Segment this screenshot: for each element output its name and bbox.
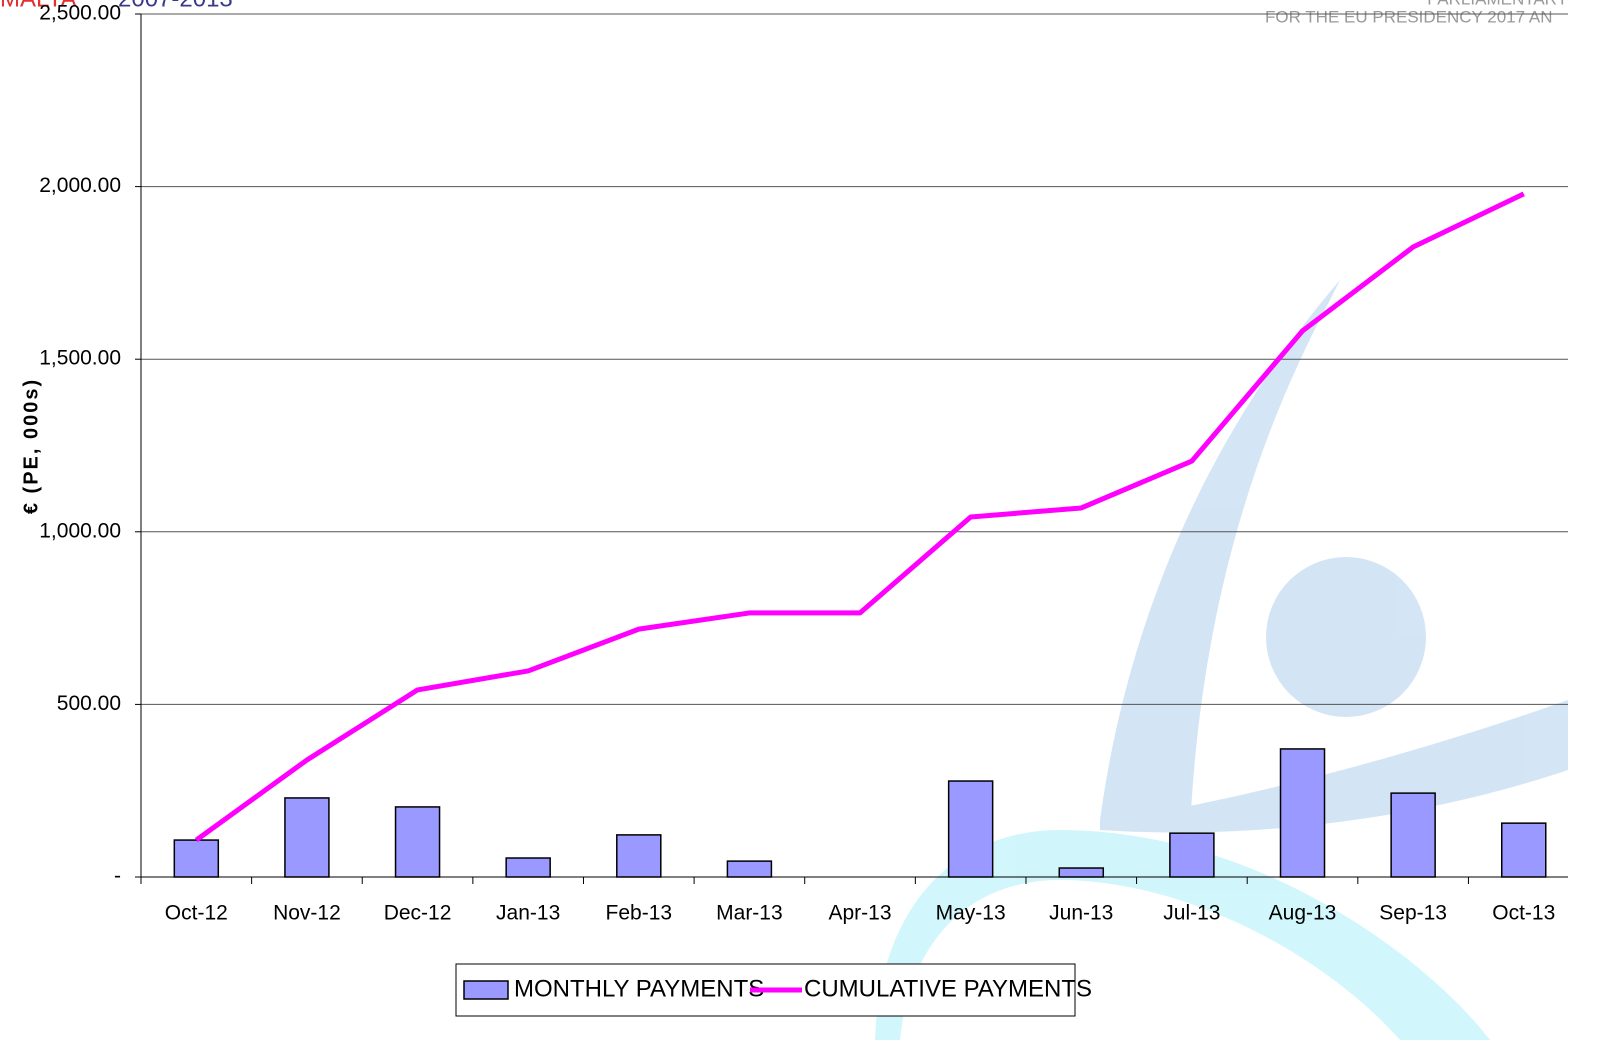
header-right: PARLIAMENTARY [1427,0,1568,8]
line [194,191,1525,843]
bar [1058,867,1105,878]
x-tick-label: Dec-12 [384,902,452,925]
x-tick-label: Mar-13 [716,902,783,925]
x-tick-label: Aug-13 [1269,902,1337,925]
y-tick-label: - [114,865,121,888]
watermark-shape [1100,700,1568,833]
bar [173,839,220,878]
watermark-shape [1266,557,1426,717]
x-tick-label: Oct-13 [1492,902,1555,925]
y-axis-label: € (PE, 000s) [20,378,42,514]
x-tick-label: Sep-13 [1379,902,1447,925]
bar [1279,748,1326,878]
header-left: MALTA [0,0,76,12]
legend-label: MONTHLY PAYMENTS [514,975,764,1002]
header-left: 2007-2013 [118,0,233,12]
x-tick-label: Jul-13 [1163,902,1220,925]
watermark-shape [875,830,1490,1040]
bar [394,806,441,878]
x-tick-label: Apr-13 [829,902,892,925]
x-tick-label: Oct-12 [165,902,228,925]
y-tick-label: 2,500.00 [39,2,121,25]
y-tick-label: 500.00 [57,692,121,715]
bar [616,834,662,878]
y-tick-label: 1,000.00 [39,519,121,542]
watermark-shape [1100,280,1340,830]
bar [1501,822,1547,878]
y-tick-label: 1,500.00 [39,347,121,370]
legend-label: CUMULATIVE PAYMENTS [804,975,1092,1002]
x-tick-label: Jun-13 [1049,902,1113,925]
bar [284,797,330,878]
header-right: FOR THE EU PRESIDENCY 2017 AN [1265,7,1553,26]
bar [1169,832,1215,878]
bar [1390,792,1436,878]
bar [505,857,551,878]
bar [726,860,773,878]
x-tick-label: Jan-13 [496,902,560,925]
x-tick-label: May-13 [936,902,1006,925]
bar [947,780,994,878]
watermark [875,280,1568,1040]
y-tick-label: 2,000.00 [39,174,121,197]
x-tick-label: Nov-12 [273,902,341,925]
legend-swatch [463,980,509,1000]
x-tick-label: Feb-13 [606,902,673,925]
